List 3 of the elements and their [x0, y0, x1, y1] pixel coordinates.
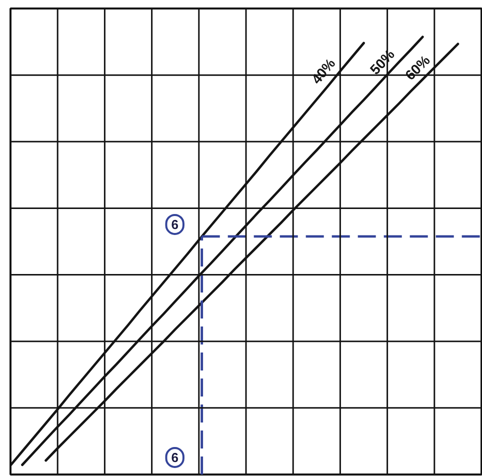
annotation: 6 — [171, 450, 178, 465]
text: 60% — [402, 52, 434, 84]
annotation: 6 — [171, 216, 178, 232]
